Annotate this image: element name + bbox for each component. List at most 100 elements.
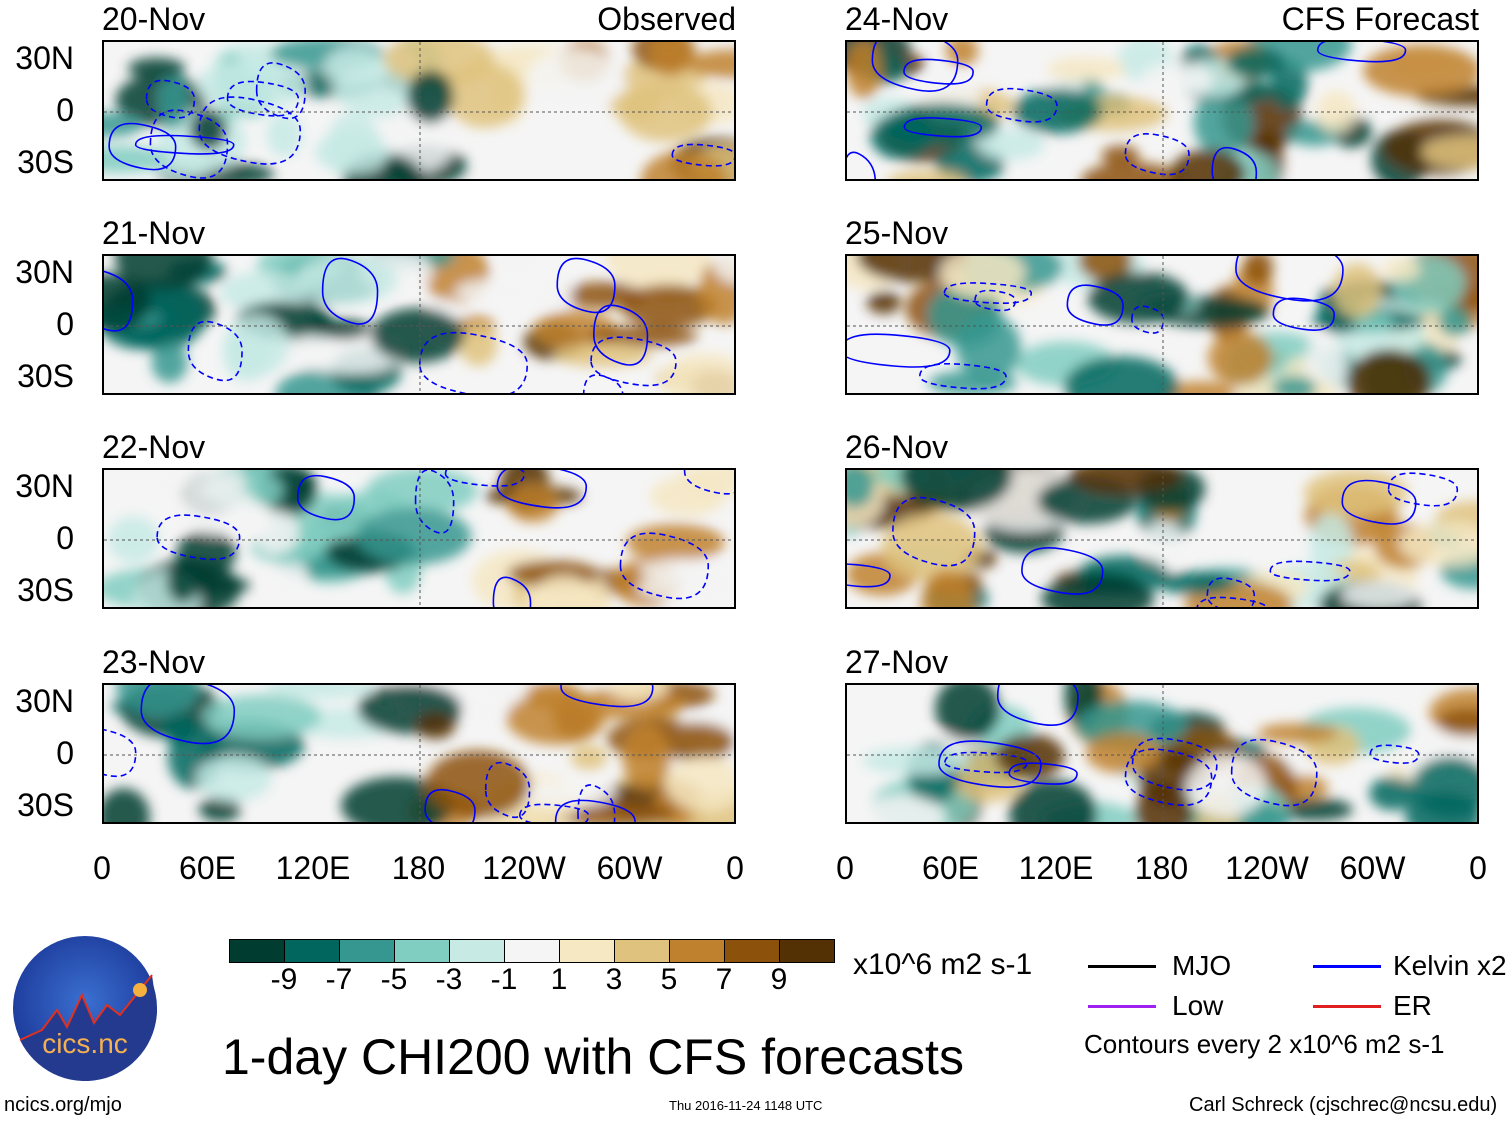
anomaly-blob bbox=[656, 722, 734, 762]
anomaly-blob bbox=[199, 796, 241, 822]
anomaly-blob bbox=[1420, 135, 1477, 170]
anomaly-blob bbox=[1009, 779, 1098, 822]
anomaly-blob bbox=[1157, 571, 1233, 595]
anomaly-blob bbox=[506, 483, 559, 523]
kelvin-contour bbox=[424, 788, 476, 822]
anomaly-blob bbox=[1272, 376, 1317, 393]
anomaly-blob bbox=[660, 352, 734, 393]
anomaly-blob bbox=[356, 507, 472, 565]
anomaly-blob bbox=[1316, 90, 1357, 133]
longitude-label: 60E bbox=[179, 850, 236, 886]
anomaly-blob bbox=[1278, 798, 1354, 821]
anomaly-blob bbox=[319, 319, 371, 340]
kelvin-contour bbox=[414, 470, 455, 534]
latitude-label: 0 bbox=[56, 520, 74, 556]
anomaly-blob bbox=[104, 272, 151, 331]
colorbar-swatch bbox=[450, 940, 505, 962]
kelvin-contour bbox=[943, 282, 1033, 304]
longitude-label: 180 bbox=[391, 850, 446, 886]
anomaly-blob bbox=[265, 112, 303, 158]
kelvin-contour bbox=[1235, 256, 1344, 302]
anomaly-blob bbox=[253, 510, 300, 555]
legend-low-line bbox=[1088, 1005, 1156, 1008]
anomaly-blob bbox=[166, 559, 199, 604]
colorbar-tick-label: -9 bbox=[270, 963, 298, 996]
anomaly-blob bbox=[585, 325, 698, 347]
anomaly-blob bbox=[1346, 349, 1432, 393]
colorbar-tick-label: 3 bbox=[605, 963, 623, 996]
kelvin-contour bbox=[619, 532, 710, 600]
map-panel bbox=[102, 468, 736, 609]
anomaly-blob bbox=[619, 82, 713, 142]
anomaly-blob bbox=[527, 574, 601, 607]
longitude-label: 60W bbox=[596, 850, 663, 886]
longitude-label: 120E bbox=[275, 850, 351, 886]
anomaly-blob bbox=[157, 71, 189, 130]
colorbar-tick-label: 1 bbox=[550, 963, 568, 996]
colorbar-swatch bbox=[230, 940, 285, 962]
kelvin-contour bbox=[944, 751, 1028, 774]
anomaly-blob bbox=[1193, 90, 1253, 157]
kelvin-contour bbox=[671, 143, 734, 167]
anomaly-blob bbox=[847, 42, 883, 99]
anomaly-blob bbox=[1081, 162, 1183, 179]
kelvin-contour bbox=[1206, 577, 1256, 607]
colorbar-tick-label: 7 bbox=[715, 963, 733, 996]
kelvin-contour bbox=[145, 79, 196, 119]
anomaly-blob bbox=[324, 46, 386, 88]
anomaly-blob bbox=[1012, 88, 1103, 134]
kelvin-contour bbox=[892, 496, 976, 567]
longitude-label: 120E bbox=[1018, 850, 1094, 886]
kelvin-contour bbox=[1008, 762, 1078, 785]
footer-timestamp: Thu 2016-11-24 1148 UTC bbox=[669, 1098, 823, 1113]
chi200-anomaly-field bbox=[104, 256, 734, 393]
anomaly-blob bbox=[711, 256, 734, 284]
colorbar-swatch bbox=[670, 940, 725, 962]
anomaly-blob bbox=[525, 685, 581, 710]
anomaly-blob bbox=[144, 470, 249, 494]
kelvin-contour bbox=[1269, 560, 1351, 582]
kelvin-contour bbox=[156, 514, 241, 560]
map-panel bbox=[845, 683, 1479, 824]
colorbar bbox=[229, 939, 835, 963]
anomaly-blob bbox=[1369, 776, 1417, 811]
kelvin-contour bbox=[903, 117, 983, 138]
anomaly-blob bbox=[116, 685, 199, 717]
anomaly-blob bbox=[459, 323, 498, 367]
anomaly-blob bbox=[383, 42, 495, 86]
anomaly-blob bbox=[558, 802, 675, 822]
colorbar-swatch bbox=[395, 940, 450, 962]
anomaly-blob bbox=[860, 795, 945, 822]
latitude-label: 30S bbox=[17, 358, 74, 394]
kelvin-contour bbox=[974, 289, 1017, 312]
anomaly-blob bbox=[1382, 257, 1421, 282]
latitude-label: 30N bbox=[15, 40, 74, 76]
footer-url[interactable]: ncics.org/mjo bbox=[4, 1094, 122, 1116]
legend-er-line bbox=[1313, 1005, 1381, 1008]
kelvin-contour bbox=[554, 799, 636, 822]
longitude-label: 0 bbox=[93, 850, 111, 886]
panel-date: 22-Nov bbox=[102, 429, 206, 465]
anomaly-blob bbox=[927, 284, 1003, 348]
chi200-anomaly-field bbox=[847, 256, 1477, 393]
map-panel bbox=[102, 40, 736, 181]
figure-title: 1-day CHI200 with CFS forecasts bbox=[222, 1029, 964, 1085]
kelvin-contour bbox=[1021, 547, 1104, 595]
kelvin-contour bbox=[577, 784, 616, 822]
anomaly-blob bbox=[640, 150, 728, 179]
anomaly-blob bbox=[1041, 575, 1155, 607]
colorbar-swatch bbox=[285, 940, 340, 962]
kelvin-contour bbox=[1369, 744, 1420, 764]
map-panel bbox=[102, 254, 736, 395]
kelvin-contour bbox=[590, 336, 677, 387]
colorbar-swatch bbox=[725, 940, 780, 962]
anomaly-blob bbox=[847, 470, 875, 508]
colorbar-swatch bbox=[615, 940, 670, 962]
anomaly-blob bbox=[639, 558, 730, 582]
kelvin-contour bbox=[560, 685, 654, 708]
kelvin-contour bbox=[149, 109, 229, 179]
anomaly-blob bbox=[104, 788, 150, 822]
anomaly-blob bbox=[648, 42, 694, 77]
anomaly-blob bbox=[862, 746, 971, 775]
